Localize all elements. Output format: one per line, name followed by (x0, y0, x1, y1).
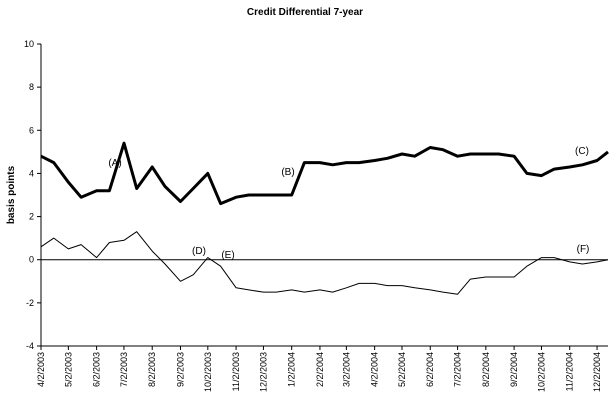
y-tick-label: 2 (29, 212, 34, 222)
x-tick-label: 5/2/2004 (397, 352, 407, 387)
data-line (40, 141, 609, 206)
x-tick-label: 1/2/2004 (287, 352, 297, 387)
x-tick-label: 9/2/2003 (175, 352, 185, 387)
x-tick-label: 7/2/2004 (453, 352, 463, 387)
x-tick-label: 5/2/2003 (63, 352, 73, 387)
x-tick-label: 10/2/2003 (203, 352, 213, 392)
x-tick-label: 11/2/2004 (565, 352, 575, 391)
y-axis-label: basis points (6, 165, 17, 224)
y-tick-label: 6 (29, 125, 34, 135)
y-tick-label: 4 (29, 168, 34, 178)
y-tick-label: 10 (24, 39, 34, 49)
x-tick-label: 12/2/2004 (592, 352, 602, 392)
annotation: (B) (281, 167, 294, 178)
annotation: (D) (192, 246, 206, 257)
annotation: (E) (221, 250, 234, 261)
x-tick-label: 3/2/2004 (341, 352, 351, 387)
y-tick-label: 8 (29, 82, 34, 92)
chart-title: Credit Differential 7-year (247, 7, 363, 18)
annotation: (A) (108, 158, 121, 169)
x-tick-label: 6/2/2004 (425, 352, 435, 387)
annotation: (F) (577, 244, 590, 255)
x-tick-label: 12/2/2003 (258, 352, 268, 392)
y-tick-label: -2 (26, 298, 34, 308)
x-tick-label: 7/2/2003 (119, 352, 129, 387)
x-tick-label: 8/2/2004 (481, 352, 491, 387)
y-tick-label: 0 (29, 255, 34, 265)
annotation: (C) (575, 146, 589, 157)
x-tick-label: 6/2/2003 (92, 352, 102, 387)
x-tick-label: 8/2/2003 (147, 352, 157, 387)
x-tick-label: 10/2/2004 (536, 352, 546, 392)
x-tick-label: 4/2/2003 (36, 352, 46, 387)
data-line (40, 231, 609, 295)
x-tick-label: 4/2/2004 (370, 352, 380, 387)
x-tick-label: 2/2/2004 (315, 352, 325, 387)
y-tick-label: -4 (26, 341, 34, 351)
x-tick-label: 9/2/2004 (509, 352, 519, 387)
x-tick-label: 11/2/2003 (231, 352, 241, 391)
